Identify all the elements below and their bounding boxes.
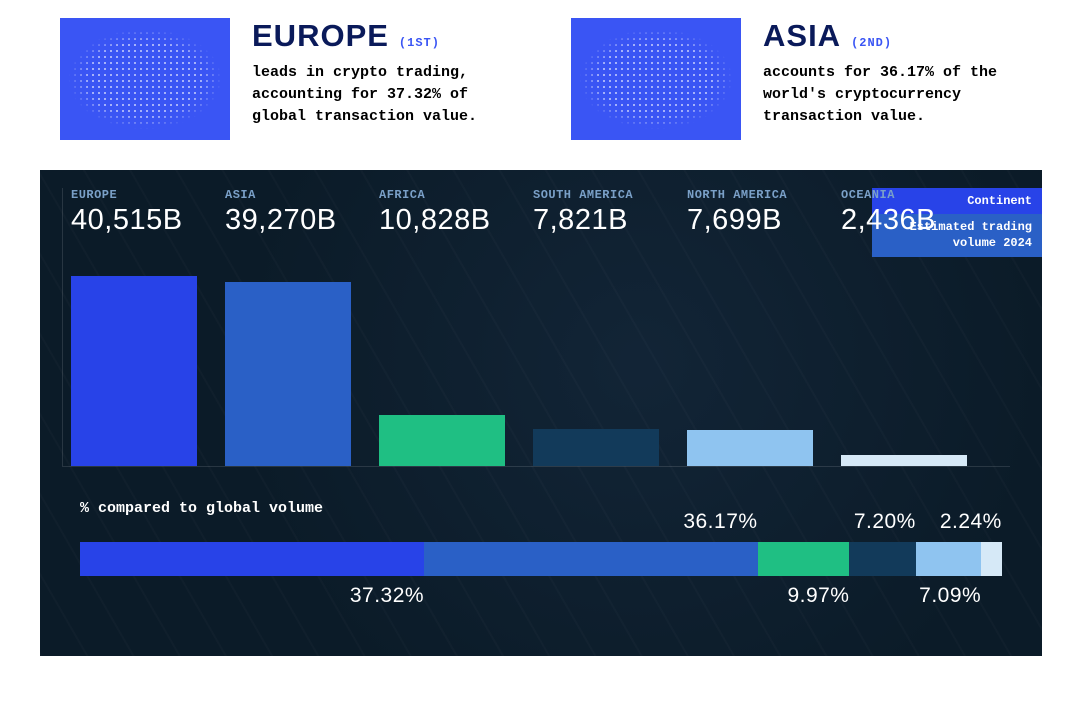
stacked-segment: 36.17%	[424, 542, 757, 576]
bar-rect	[533, 429, 659, 466]
bar-gap	[687, 237, 817, 430]
segment-label: 37.32%	[350, 584, 424, 608]
blurb-title: ASIA	[763, 18, 841, 54]
bar-label: ASIA	[225, 188, 355, 202]
bar-value: 40,515B	[71, 204, 201, 237]
bar-gap	[841, 237, 971, 455]
bar-value: 2,436B	[841, 204, 971, 237]
map-dots-icon	[571, 18, 741, 140]
bar-col: ASIA 39,270B	[225, 188, 355, 466]
blurb-rank: (2ND)	[851, 36, 892, 50]
bar-baseline	[62, 466, 1010, 467]
bar-col: AFRICA 10,828B	[379, 188, 509, 466]
bar-rect	[379, 415, 505, 466]
blurb-desc: accounts for 36.17% of the world's crypt…	[763, 62, 1022, 127]
bar-gap	[225, 237, 355, 282]
blurb-rank: (1ST)	[399, 36, 440, 50]
bar-chart: EUROPE 40,515B ASIA 39,270B AFRICA 10,828B SOU…	[62, 188, 1010, 466]
blurb-title-row: EUROPE (1ST)	[252, 18, 511, 54]
bar-rect	[841, 455, 967, 466]
bar-value: 7,699B	[687, 204, 817, 237]
stacked-segment: 9.97%	[758, 542, 850, 576]
map-asia	[571, 18, 741, 140]
bar-rect	[71, 276, 197, 466]
bar-gap	[71, 237, 201, 276]
compare-title: % compared to global volume	[80, 500, 323, 517]
bar-label: SOUTH AMERICA	[533, 188, 663, 202]
bar-label: AFRICA	[379, 188, 509, 202]
bar-rect	[687, 430, 813, 466]
bar-col: OCEANIA 2,436B	[841, 188, 971, 466]
segment-label: 2.24%	[940, 510, 1002, 534]
blurb-title: EUROPE	[252, 18, 389, 54]
stacked-segment: 7.09%	[916, 542, 981, 576]
bar-gap	[379, 237, 509, 415]
blurb-europe: EUROPE (1ST) leads in crypto trading, ac…	[60, 18, 511, 140]
bar-col: NORTH AMERICA 7,699B	[687, 188, 817, 466]
segment-label: 9.97%	[787, 584, 849, 608]
bar-label: NORTH AMERICA	[687, 188, 817, 202]
segment-label: 36.17%	[683, 510, 757, 534]
stacked-segment: 7.20%	[849, 542, 915, 576]
bar-value: 7,821B	[533, 204, 663, 237]
chart-panel: Continent Estimated trading volume 2024 …	[40, 170, 1042, 656]
top-blurbs: EUROPE (1ST) leads in crypto trading, ac…	[0, 0, 1082, 158]
bar-col: SOUTH AMERICA 7,821B	[533, 188, 663, 466]
bar-rect	[225, 282, 351, 466]
blurb-desc: leads in crypto trading, accounting for …	[252, 62, 511, 127]
stacked-segment: 37.32%	[80, 542, 424, 576]
bar-label: OCEANIA	[841, 188, 971, 202]
stacked-segment: 2.24%	[981, 542, 1002, 576]
bar-value: 39,270B	[225, 204, 355, 237]
segment-label: 7.09%	[919, 584, 981, 608]
stacked-bar: 37.32%36.17%9.97%7.20%7.09%2.24%	[80, 542, 1002, 576]
blurb-text: EUROPE (1ST) leads in crypto trading, ac…	[252, 18, 511, 127]
bar-label: EUROPE	[71, 188, 201, 202]
bar-col: EUROPE 40,515B	[71, 188, 201, 466]
segment-label: 7.20%	[854, 510, 916, 534]
bar-gap	[533, 237, 663, 429]
map-europe	[60, 18, 230, 140]
map-dots-icon	[60, 18, 230, 140]
blurb-text: ASIA (2ND) accounts for 36.17% of the wo…	[763, 18, 1022, 127]
blurb-title-row: ASIA (2ND)	[763, 18, 1022, 54]
bar-value: 10,828B	[379, 204, 509, 237]
blurb-asia: ASIA (2ND) accounts for 36.17% of the wo…	[571, 18, 1022, 140]
